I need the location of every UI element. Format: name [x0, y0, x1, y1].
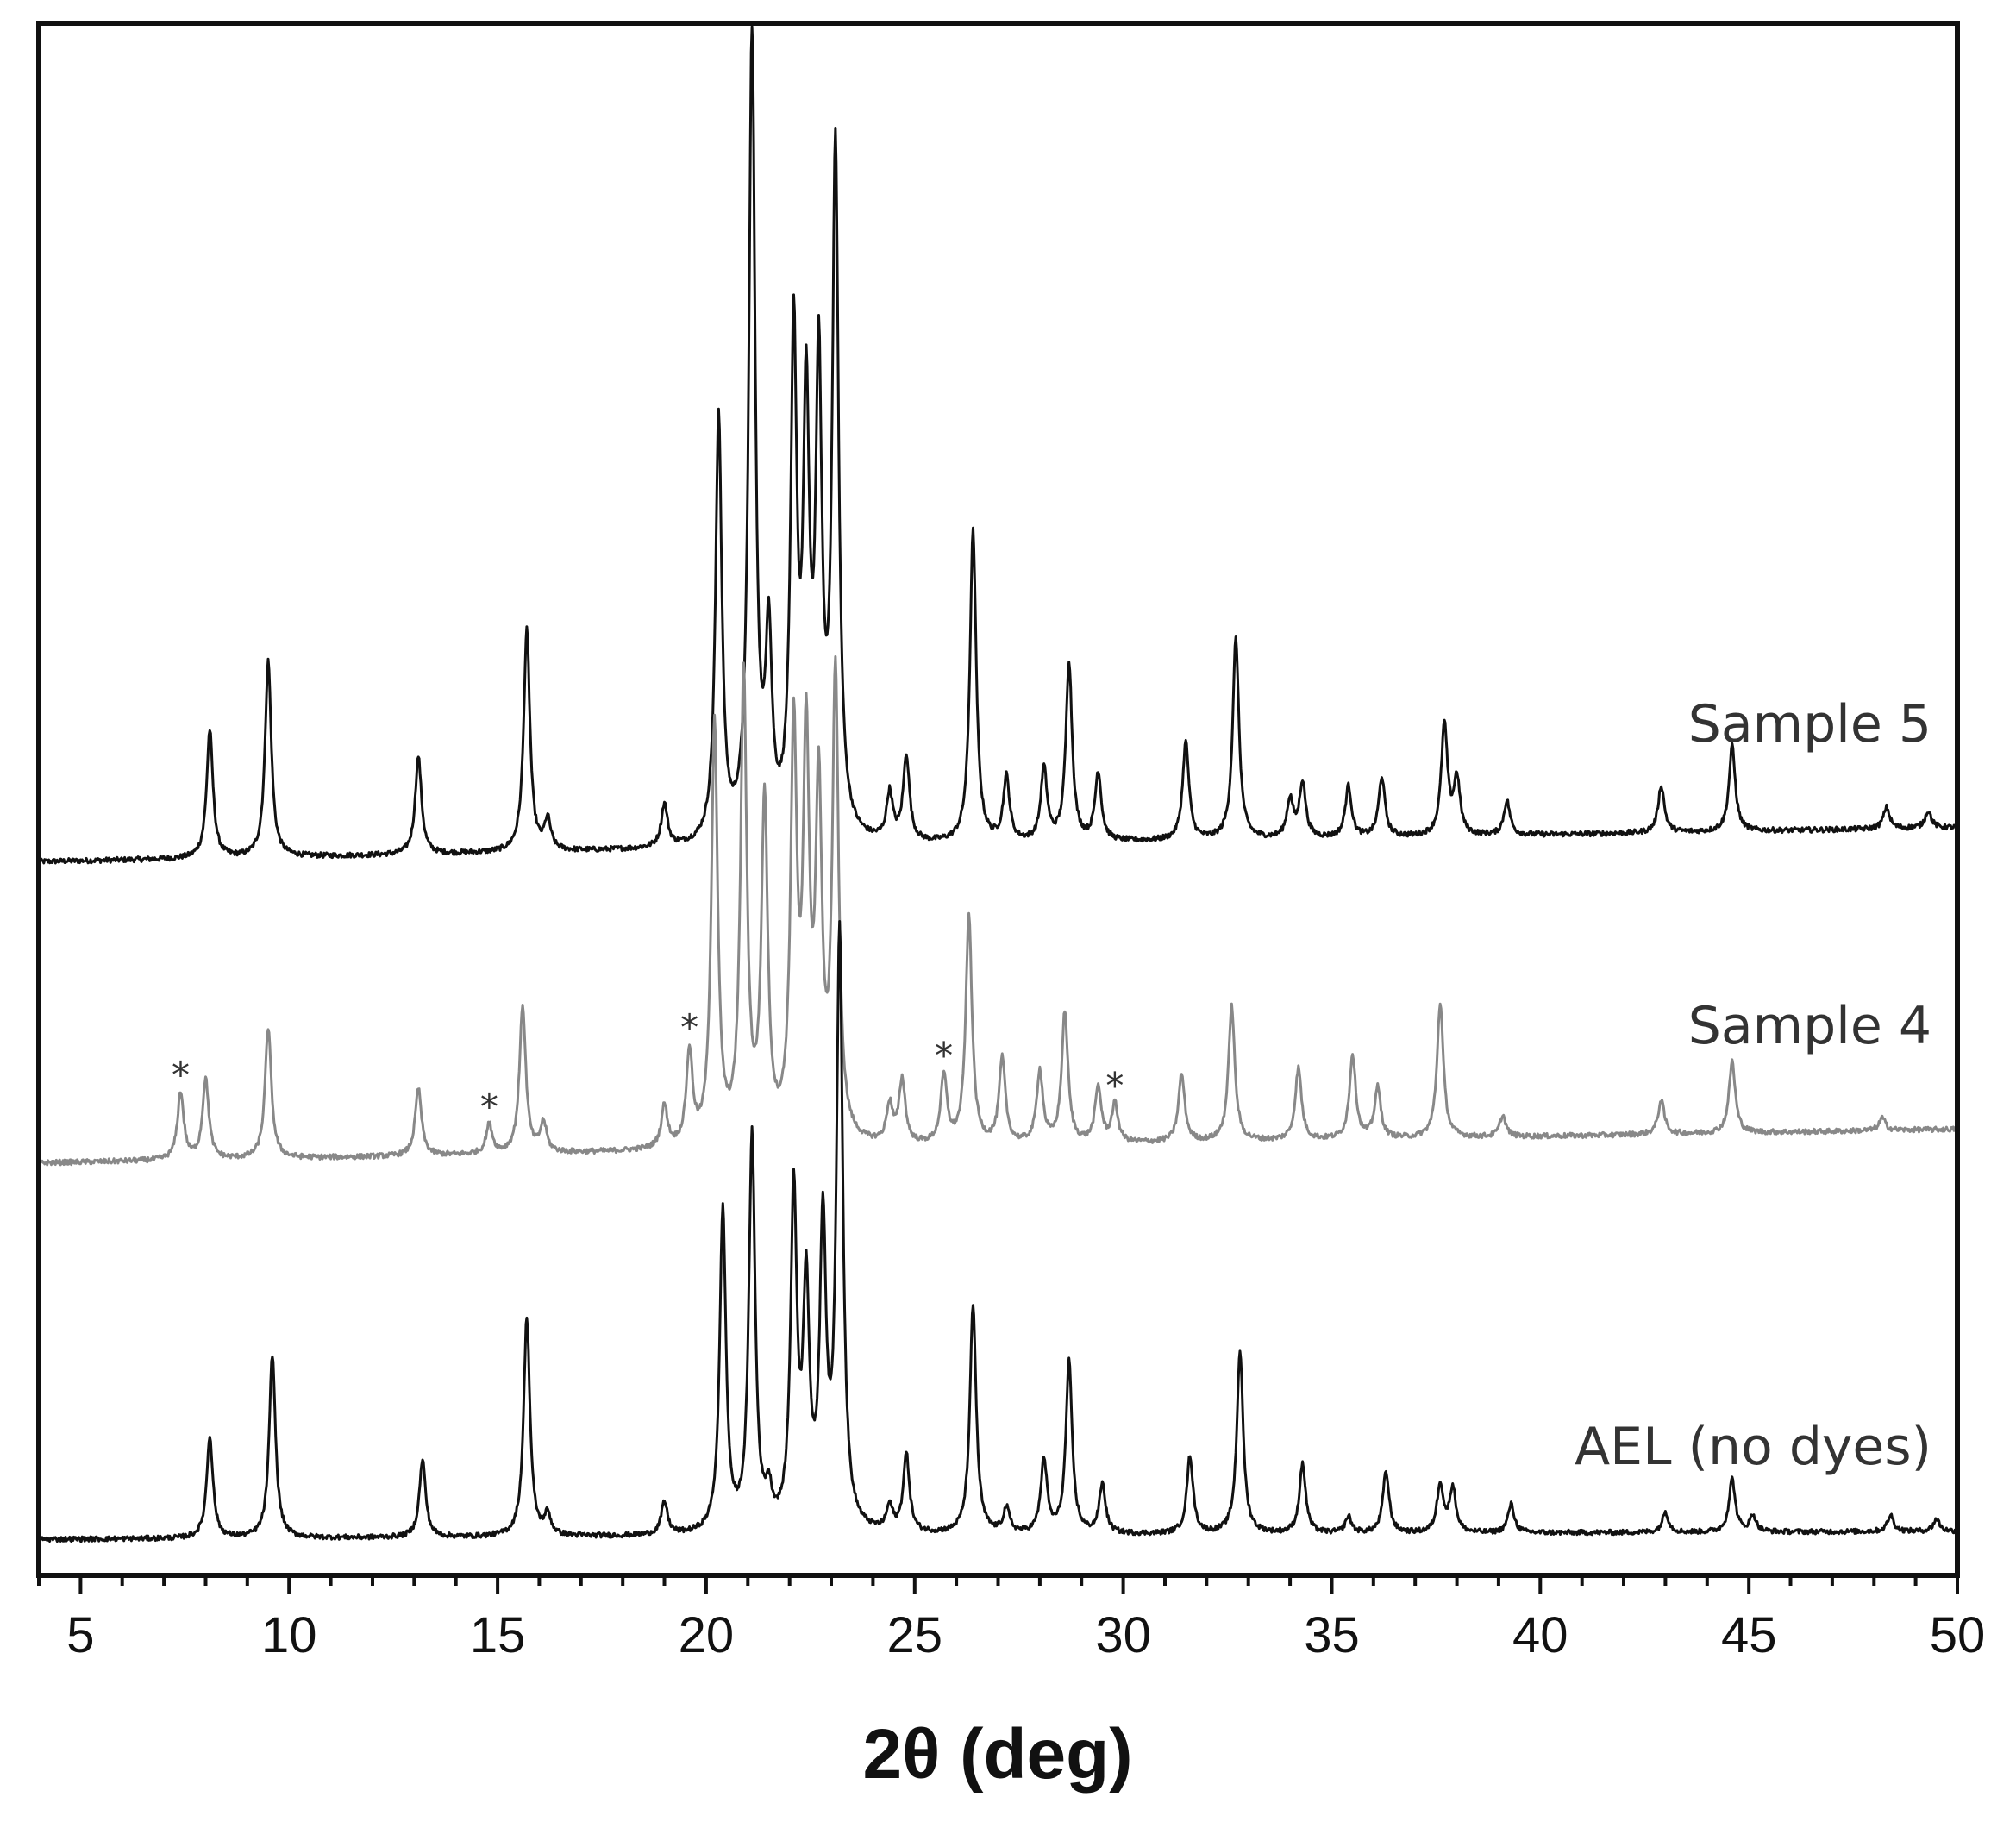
impurity-marker: * — [480, 1086, 498, 1128]
x-tick-label: 40 — [1512, 1607, 1568, 1663]
impurity-marker: * — [172, 1054, 190, 1096]
series-label: Sample 5 — [1688, 694, 1931, 754]
x-axis-ticks-group: 5 10 15 20 25 30 35 40 45 50 — [37, 1575, 1986, 1663]
impurity-markers-group: * * * * * — [172, 1006, 1124, 1128]
x-tick-label: 35 — [1304, 1607, 1360, 1663]
trace-sample-5 — [37, 25, 1959, 865]
impurity-marker: * — [680, 1006, 698, 1049]
impurity-marker: * — [935, 1034, 953, 1076]
trace-ael-no-dyes — [37, 920, 1958, 1543]
x-tick-label: 45 — [1721, 1607, 1777, 1663]
x-tick-label: 20 — [679, 1607, 735, 1663]
trace-sample-4 — [37, 655, 1959, 1167]
traces-group — [37, 25, 1959, 1543]
series-label: Sample 4 — [1688, 996, 1931, 1056]
x-tick-label: 30 — [1095, 1607, 1151, 1663]
x-tick-label: 10 — [261, 1607, 317, 1663]
x-tick-label: 25 — [887, 1607, 943, 1663]
impurity-marker: * — [1105, 1064, 1124, 1106]
series-labels-group: Sample 5 Sample 4 AEL (no dyes) — [1575, 694, 1931, 1477]
x-tick-label: 15 — [470, 1607, 526, 1663]
x-axis-title: 2θ (deg) — [862, 1715, 1132, 1794]
x-tick-label: 5 — [66, 1607, 94, 1663]
series-label: AEL (no dyes) — [1575, 1417, 1931, 1477]
x-tick-label: 50 — [1930, 1607, 1986, 1663]
